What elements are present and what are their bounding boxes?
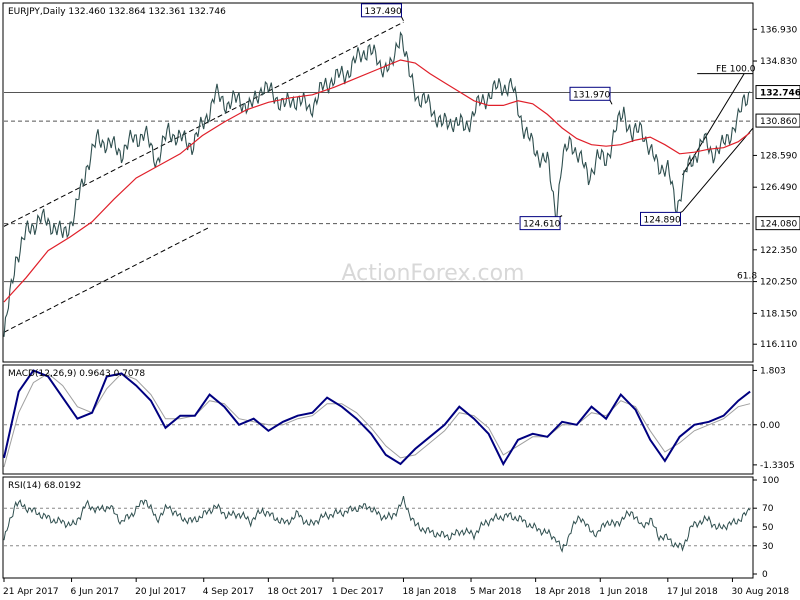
- price-level-box: [755, 216, 800, 231]
- macd-y-tick-label: 0.00: [760, 421, 780, 431]
- watermark: ActionForex.com: [342, 261, 525, 286]
- x-tick-label: 1 Jun 2018: [599, 587, 648, 597]
- annotation-label: 131.970: [573, 90, 610, 100]
- annotation-box: [640, 211, 682, 226]
- fe-label: FE 100.0: [716, 65, 756, 75]
- x-tick-label: 1 Dec 2017: [332, 587, 384, 597]
- x-tick-label: 4 Sep 2017: [203, 587, 254, 597]
- price-level-label: 124.080: [760, 220, 797, 230]
- channel-lower-line: [3, 226, 210, 333]
- price-y-tick-label: 118.150: [760, 309, 797, 319]
- price-y-tick-label: 120.250: [760, 278, 797, 288]
- rising-channel-upper: [682, 73, 745, 176]
- rsi-line: [3, 495, 751, 553]
- rsi-y-tick-label: 0: [762, 570, 768, 580]
- macd-title: MACD(12,26,9) 0.9643 0.7078: [8, 369, 145, 379]
- rsi-y-tick-label: 70: [762, 504, 774, 514]
- x-tick-label: 5 Mar 2018: [470, 587, 522, 597]
- price-y-tick-label: 126.490: [760, 183, 797, 193]
- annotation-connector: [401, 16, 404, 22]
- macd-pane-frame: [2, 364, 754, 475]
- annotation-box: [569, 86, 611, 101]
- price-y-tick-label: 136.930: [760, 25, 797, 35]
- annotation-label: 124.610: [523, 220, 560, 230]
- rsi-title: RSI(14) 68.0192: [8, 481, 81, 491]
- annotation-label: 124.890: [644, 215, 681, 225]
- channel-upper-line: [3, 21, 404, 227]
- macd-y-tick-label: -1.3305: [760, 461, 795, 471]
- x-tick-label: 30 Aug 2018: [731, 587, 789, 597]
- price-level-label: 132.746: [760, 89, 800, 99]
- annotation-connector: [559, 215, 563, 218]
- price-level-label: 130.860: [760, 117, 797, 127]
- rsi-pane: 100 70 50 30 0: [3, 476, 779, 580]
- rsi-y-tick-label: 50: [762, 523, 774, 533]
- rising-channel-lower: [682, 127, 754, 212]
- price-title: EURJPY,Daily 132.460 132.864 132.361 132…: [8, 7, 226, 17]
- price-y-tick-label: 122.350: [760, 246, 797, 256]
- annotation-connector: [609, 100, 613, 105]
- price-y-tick-label: 134.830: [760, 57, 797, 67]
- x-tick-label: 20 Jul 2017: [135, 587, 186, 597]
- macd-signal-line: [3, 372, 751, 468]
- macd-pane: 1.803 0.00 -1.3305: [3, 366, 795, 471]
- annotation-label: 137.490: [364, 7, 401, 17]
- x-tick-label: 18 Apr 2018: [535, 587, 591, 597]
- annotation-box: [360, 3, 402, 18]
- rsi-y-tick-label: 30: [762, 542, 774, 552]
- x-tick-label: 18 Jan 2018: [402, 587, 456, 597]
- price-pane: 136.930 134.830 128.590 126.490 122.350 120.2…: [3, 3, 800, 350]
- x-tick-label: 6 Jun 2017: [71, 587, 119, 597]
- x-axis: 21 Apr 2017 6 Jun 2017 20 Jul 2017 4 Sep 20…: [3, 578, 789, 597]
- macd-line: [3, 369, 751, 467]
- price-line: [3, 31, 751, 337]
- macd-y-tick-label: 1.803: [760, 366, 786, 376]
- price-level-box: [755, 85, 800, 100]
- fib-label: 61.8: [737, 272, 757, 282]
- price-pane-frame: [2, 2, 754, 363]
- price-y-tick-label: 116.110: [760, 340, 797, 350]
- price-level-box: [755, 113, 800, 128]
- x-tick-label: 17 Jul 2018: [667, 587, 718, 597]
- moving-average-line: [3, 59, 751, 303]
- rsi-y-tick-label: 100: [762, 476, 779, 486]
- price-y-tick-label: 128.590: [760, 151, 797, 161]
- annotation-connector: [680, 210, 683, 213]
- annotation-box: [519, 216, 561, 231]
- x-tick-label: 18 Oct 2017: [267, 587, 323, 597]
- x-tick-label: 21 Apr 2017: [3, 587, 59, 597]
